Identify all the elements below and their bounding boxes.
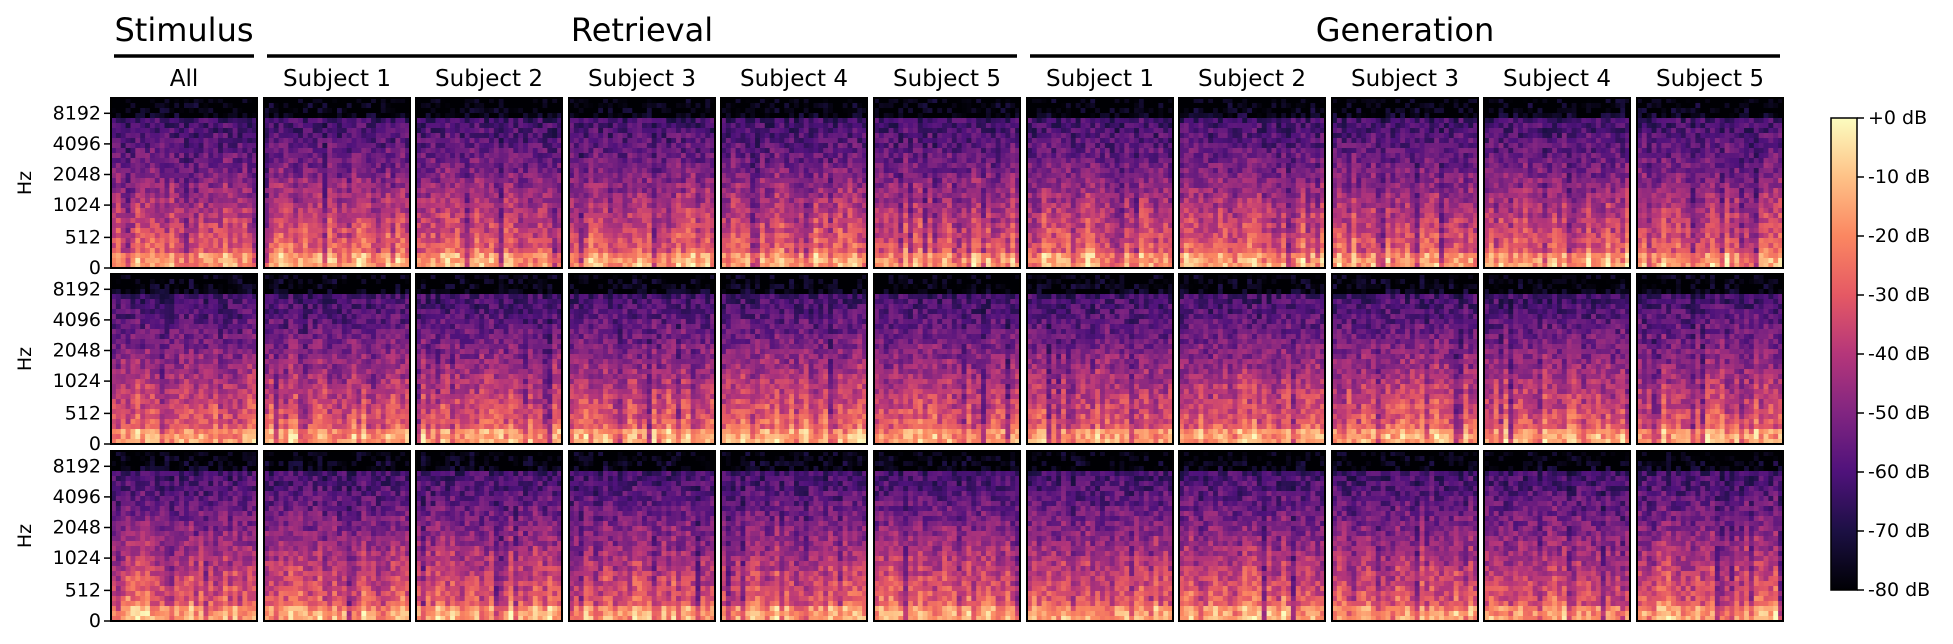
y-axis-label: Hz [14, 171, 36, 195]
spectrogram-panel [263, 273, 411, 445]
spectrogram-panel [1331, 450, 1479, 622]
spectrogram-panel [415, 450, 563, 622]
spectrogram-panel [263, 450, 411, 622]
colorbar-tick-label: -40 dB [1868, 343, 1930, 365]
spectrogram-panel [1483, 273, 1631, 445]
spectrogram-panel [1331, 273, 1479, 445]
y-tick-label: 2048 [53, 164, 101, 186]
group-label: Generation [1316, 11, 1495, 49]
colorbar-tick-label: -80 dB [1868, 579, 1930, 601]
colorbar-gradient [1830, 117, 1858, 591]
spectrogram-panel [568, 273, 716, 445]
group-label: Stimulus [114, 11, 253, 49]
group-label: Retrieval [571, 11, 713, 49]
y-axes: 8192 4096 2048 1024 512 0 Hz 8192 4096 2048 1024 51… [14, 102, 111, 632]
column-label: Subject 4 [740, 66, 848, 92]
colorbar-tick-label: -60 dB [1868, 461, 1930, 483]
spectrogram-panel [1178, 97, 1326, 269]
spectrogram-panel [720, 450, 868, 622]
y-tick-label: 2048 [53, 517, 101, 539]
spectrogram-panel [1178, 273, 1326, 445]
spectrogram-panel [415, 273, 563, 445]
column-label: Subject 3 [588, 66, 696, 92]
y-tick-label: 512 [65, 226, 101, 248]
colorbar: +0 dB -10 dB -20 dB -30 dB -40 dB -50 dB -60 d… [1830, 107, 1930, 601]
spectrogram-panel [1636, 450, 1784, 622]
spectrogram-panels [110, 97, 1784, 622]
spectrogram-panel [1331, 97, 1479, 269]
column-label: Subject 5 [1656, 66, 1764, 92]
column-headers: Stimulus All Retrieval Subject 1 Subject 2 Su… [114, 11, 1780, 92]
spectrogram-panel [568, 450, 716, 622]
spectrogram-panel [720, 273, 868, 445]
colorbar-tick-label: -10 dB [1868, 166, 1930, 188]
y-tick-label: 2048 [53, 340, 101, 362]
spectrogram-panel [873, 273, 1021, 445]
column-label: Subject 3 [1351, 66, 1459, 92]
y-tick-label: 8192 [53, 278, 101, 300]
y-tick-label: 0 [89, 433, 101, 455]
spectrogram-panel [1026, 97, 1174, 269]
y-axis-label: Hz [14, 347, 36, 371]
colorbar-tick-label: -50 dB [1868, 402, 1930, 424]
spectrogram-panel [720, 97, 868, 269]
y-tick-label: 4096 [53, 486, 101, 508]
spectrogram-panel [1178, 450, 1326, 622]
y-tick-label: 8192 [53, 102, 101, 124]
spectrogram-panel [1483, 97, 1631, 269]
y-tick-label: 512 [65, 579, 101, 601]
spectrogram-panel [110, 273, 258, 445]
spectrogram-panel [1636, 273, 1784, 445]
spectrogram-panel [568, 97, 716, 269]
y-tick-label: 1024 [53, 547, 101, 569]
colorbar-tick-label: -70 dB [1868, 520, 1930, 542]
colorbar-tick-label: +0 dB [1868, 107, 1927, 129]
y-tick-label: 512 [65, 402, 101, 424]
y-tick-label: 8192 [53, 455, 101, 477]
spectrogram-panel [110, 450, 258, 622]
column-label: Subject 5 [893, 66, 1001, 92]
spectrogram-panel [1636, 97, 1784, 269]
column-label: Subject 4 [1503, 66, 1611, 92]
column-label: Subject 1 [1046, 66, 1154, 92]
y-tick-label: 1024 [53, 370, 101, 392]
spectrogram-panel [873, 450, 1021, 622]
colorbar-tick-label: -20 dB [1868, 225, 1930, 247]
y-axis-label: Hz [14, 524, 36, 548]
y-tick-label: 4096 [53, 133, 101, 155]
y-tick-label: 0 [89, 610, 101, 632]
spectrogram-panel [1483, 450, 1631, 622]
spectrogram-panel [415, 97, 563, 269]
spectrogram-panel [263, 97, 411, 269]
column-label: Subject 1 [283, 66, 391, 92]
spectrogram-panel [1026, 273, 1174, 445]
spectrogram-panel [110, 97, 258, 269]
y-tick-label: 4096 [53, 309, 101, 331]
y-tick-label: 1024 [53, 194, 101, 216]
spectrogram-panel [873, 97, 1021, 269]
column-label: Subject 2 [435, 66, 543, 92]
colorbar-tick-label: -30 dB [1868, 284, 1930, 306]
y-tick-label: 0 [89, 257, 101, 279]
spectrogram-panel [1026, 450, 1174, 622]
column-label: All [170, 66, 199, 92]
column-label: Subject 2 [1198, 66, 1306, 92]
